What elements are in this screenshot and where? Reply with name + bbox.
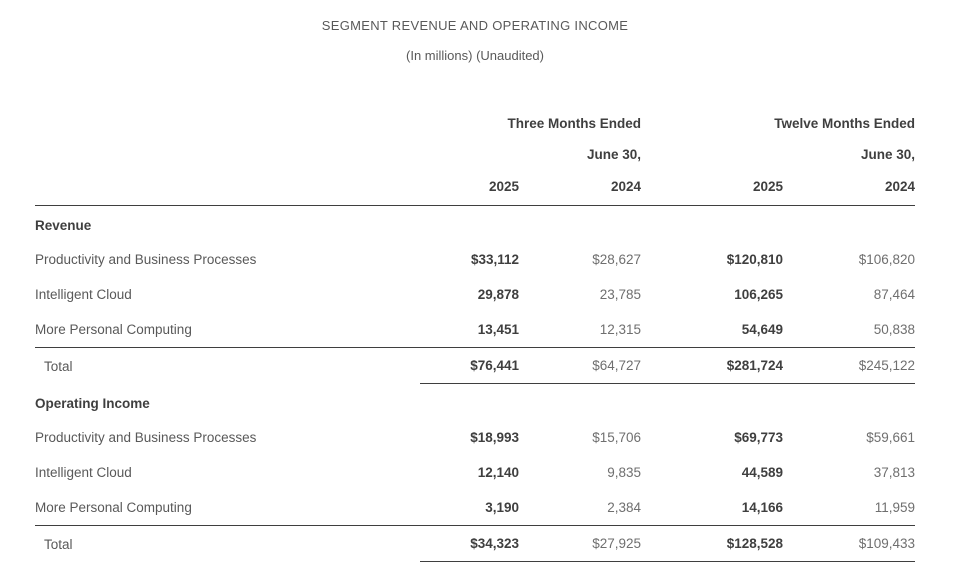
table-row: Productivity and Business Processes $33,…	[35, 242, 915, 277]
three-months-header: Three Months Ended	[507, 116, 642, 131]
value-cell: 11,959	[874, 500, 916, 515]
table-row: Intelligent Cloud 12,140 9,835 44,589 37…	[35, 455, 915, 490]
year-col-header: 2024	[783, 170, 916, 206]
total-value-cell: $281,724	[641, 347, 784, 384]
total-value-cell: $245,122	[783, 347, 916, 384]
value-cell: $28,627	[592, 252, 642, 267]
value-cell: $18,993	[470, 430, 519, 445]
report-subtitle: (In millions) (Unaudited)	[406, 48, 544, 63]
twelve-months-date: June 30,	[861, 147, 916, 162]
twelve-months-header: Twelve Months Ended	[774, 116, 916, 131]
total-value-cell: $76,441	[420, 347, 519, 384]
value-cell: $33,112	[470, 252, 519, 267]
table-row: More Personal Computing 3,190 2,384 14,1…	[35, 490, 915, 526]
spacer-cell	[35, 108, 420, 139]
table-row: Intelligent Cloud 29,878 23,785 106,265 …	[35, 277, 915, 312]
year-header-row: 2025 2024 2025 2024	[35, 170, 916, 206]
value-cell: $59,661	[866, 430, 916, 445]
total-value-cell: $64,727	[519, 347, 642, 384]
spacer-cell	[35, 139, 420, 170]
value-cell: 12,315	[599, 322, 642, 337]
value-cell: 3,190	[485, 500, 519, 515]
total-label: Total	[35, 525, 420, 562]
value-cell: 12,140	[477, 465, 519, 480]
row-label: More Personal Computing	[35, 322, 192, 337]
year-col-header: 2025	[641, 170, 784, 206]
total-label: Total	[35, 347, 420, 384]
row-label: Intelligent Cloud	[35, 465, 132, 480]
value-cell: $120,810	[726, 252, 784, 267]
section-header-revenue: Revenue	[35, 218, 92, 233]
total-value-cell: $109,433	[783, 525, 916, 562]
total-value-cell: $34,323	[420, 525, 519, 562]
report-title: SEGMENT REVENUE AND OPERATING INCOME	[321, 18, 629, 33]
table-row: Productivity and Business Processes $18,…	[35, 420, 915, 455]
value-cell: 54,649	[741, 322, 784, 337]
total-value-cell: $128,528	[641, 525, 784, 562]
period-header-row: Three Months Ended Twelve Months Ended	[35, 108, 916, 139]
report-document: SEGMENT REVENUE AND OPERATING INCOME (In…	[35, 18, 916, 562]
value-cell: 14,166	[741, 500, 784, 515]
value-cell: 87,464	[873, 287, 916, 302]
year-col-header: 2024	[519, 170, 642, 206]
row-label: More Personal Computing	[35, 500, 192, 515]
value-cell: 9,835	[607, 465, 642, 480]
spacer-cell	[35, 170, 420, 206]
value-cell: 37,813	[873, 465, 916, 480]
row-label: Productivity and Business Processes	[35, 430, 257, 445]
segment-table: Three Months Ended Twelve Months Ended J…	[35, 108, 916, 562]
value-cell: 50,838	[873, 322, 916, 337]
value-cell: 44,589	[741, 465, 784, 480]
value-cell: $106,820	[858, 252, 916, 267]
row-label: Productivity and Business Processes	[35, 252, 257, 267]
value-cell: 13,451	[477, 322, 519, 337]
value-cell: 2,384	[607, 500, 642, 515]
value-cell: $69,773	[734, 430, 784, 445]
total-row-operating-income: Total $34,323 $27,925 $128,528 $109,433	[35, 525, 916, 562]
date-header-row: June 30, June 30,	[35, 139, 915, 170]
three-months-date: June 30,	[586, 147, 642, 162]
value-cell: 106,265	[734, 287, 784, 302]
value-cell: 29,878	[477, 287, 519, 302]
row-label: Intelligent Cloud	[35, 287, 132, 302]
section-header-operating-income: Operating Income	[35, 396, 150, 411]
total-value-cell: $27,925	[519, 525, 642, 562]
table-row: More Personal Computing 13,451 12,315 54…	[35, 312, 915, 348]
total-row-revenue: Total $76,441 $64,727 $281,724 $245,122	[35, 347, 916, 384]
value-cell: 23,785	[599, 287, 642, 302]
value-cell: $15,706	[592, 430, 642, 445]
year-col-header: 2025	[420, 170, 519, 206]
